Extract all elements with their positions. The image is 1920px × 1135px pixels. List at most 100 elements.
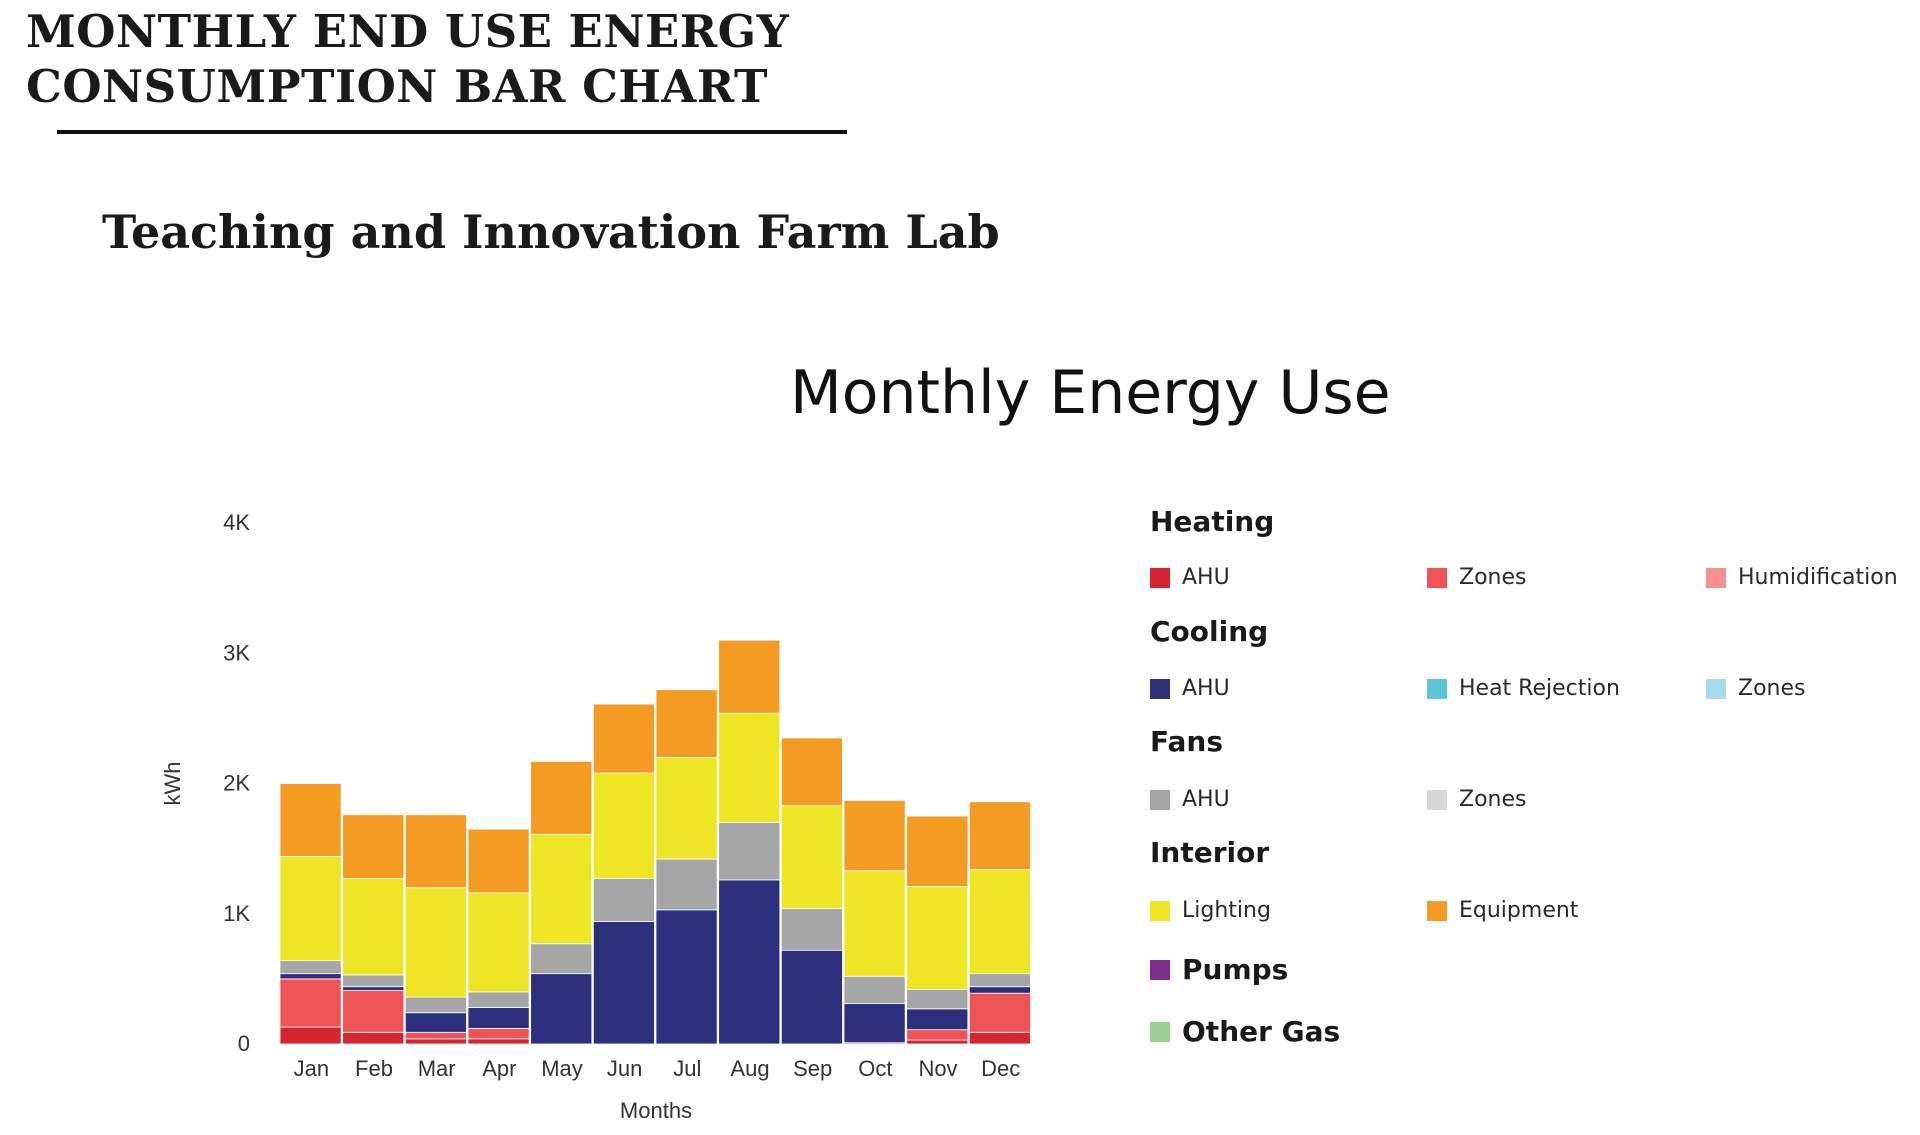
bar-segment bbox=[342, 1031, 405, 1045]
building-name: Teaching and Innovation Farm Lab bbox=[102, 205, 1000, 259]
legend-swatch-interior-equipment bbox=[1427, 900, 1447, 921]
bar-segment bbox=[530, 973, 593, 1045]
legend-item-heating-ahu: AHU bbox=[1150, 565, 1230, 590]
x-tick-label: Jun bbox=[607, 1056, 642, 1081]
bar-segment bbox=[655, 858, 718, 911]
legend-swatch-heating-zones bbox=[1427, 567, 1447, 588]
bar-segment bbox=[906, 885, 969, 990]
bar-segment bbox=[968, 801, 1031, 870]
y-tick-label: 0 bbox=[238, 1031, 250, 1056]
y-tick-label: 1K bbox=[223, 901, 250, 926]
bar-segment bbox=[279, 960, 342, 975]
bar-segment bbox=[592, 878, 655, 922]
legend-swatch-cooling-heat-rejection bbox=[1427, 678, 1447, 699]
bar-segment bbox=[718, 879, 781, 1045]
bar-segment bbox=[968, 992, 1031, 1033]
legend-group-cooling: Cooling bbox=[1150, 615, 1268, 648]
legend-item-cooling-zones: Zones bbox=[1706, 676, 1805, 701]
bar-segment bbox=[530, 760, 593, 835]
x-tick-label: Nov bbox=[918, 1056, 957, 1081]
page-heading: MONTHLY END USE ENERGY CONSUMPTION BAR C… bbox=[26, 4, 856, 114]
x-tick-label: Aug bbox=[730, 1056, 769, 1081]
x-tick-label: Jan bbox=[294, 1056, 329, 1081]
legend-group-fans: Fans bbox=[1150, 725, 1223, 758]
legend-swatch-cooling-zones bbox=[1706, 678, 1726, 699]
bar-segment bbox=[906, 1008, 969, 1031]
bar-segment bbox=[592, 772, 655, 879]
legend-swatch-interior-lighting bbox=[1150, 900, 1170, 921]
x-tick-label: Jul bbox=[673, 1056, 701, 1081]
bar-segment bbox=[279, 856, 342, 962]
legend-label-pumps: Pumps bbox=[1182, 953, 1289, 986]
bar-segment bbox=[404, 887, 467, 998]
stacked-bar-chart: 0 1K 2K 3K 4K kWh Jan Feb Mar Apr May Jun Jul Aug Sep O… bbox=[160, 510, 1031, 1123]
bar-segment bbox=[655, 909, 718, 1045]
y-tick-label: 2K bbox=[223, 771, 250, 796]
legend-group-title-cooling: Cooling bbox=[1150, 615, 1269, 648]
bar-segment bbox=[467, 991, 530, 1008]
legend-label: Heat Rejection bbox=[1459, 676, 1620, 701]
bar-segment bbox=[467, 1027, 530, 1040]
legend-swatch-fans-zones bbox=[1427, 789, 1447, 810]
legend-label: Zones bbox=[1459, 565, 1527, 590]
bar-segment bbox=[279, 1026, 342, 1045]
bar-segment bbox=[342, 974, 405, 988]
bar-segment bbox=[718, 712, 781, 823]
x-tick-label: Apr bbox=[482, 1056, 516, 1081]
legend-swatch-heating-ahu bbox=[1150, 567, 1170, 588]
bar-segment bbox=[467, 1038, 530, 1045]
bar-segment bbox=[780, 737, 843, 807]
bar-segment bbox=[342, 814, 405, 879]
bar-segment bbox=[843, 800, 906, 872]
legend-item-cooling-ahu: AHU bbox=[1150, 676, 1230, 701]
bar-segment bbox=[968, 869, 1031, 975]
legend-label: Lighting bbox=[1182, 898, 1271, 923]
x-axis-label: Months bbox=[620, 1098, 692, 1123]
bar-segment bbox=[404, 1012, 467, 1033]
bar-segment bbox=[655, 689, 718, 758]
bar-segment bbox=[404, 1038, 467, 1045]
bar-segment bbox=[467, 1007, 530, 1029]
bar-segment bbox=[592, 921, 655, 1045]
legend-label: Zones bbox=[1459, 787, 1527, 812]
y-tick-label: 3K bbox=[223, 640, 250, 665]
bar-segment bbox=[342, 990, 405, 1033]
legend-swatch-fans-ahu bbox=[1150, 789, 1170, 810]
legend-group-title-interior: Interior bbox=[1150, 836, 1270, 869]
legend-item-fans-zones: Zones bbox=[1427, 787, 1526, 812]
bar-segment bbox=[279, 978, 342, 1028]
bar-segment bbox=[404, 814, 467, 889]
legend-swatch-cooling-ahu bbox=[1150, 678, 1170, 699]
bar-segment bbox=[780, 805, 843, 909]
legend-group-title-fans: Fans bbox=[1150, 725, 1223, 758]
legend-item-pumps: Pumps bbox=[1150, 953, 1288, 986]
legend-swatch-pumps bbox=[1150, 959, 1170, 980]
x-tick-label: Dec bbox=[981, 1056, 1020, 1081]
x-tick-label: Feb bbox=[355, 1056, 393, 1081]
y-axis-label: kWh bbox=[160, 762, 185, 806]
bar-segment bbox=[655, 757, 718, 860]
bar-segment bbox=[906, 1039, 969, 1045]
legend-item-fans-ahu: AHU bbox=[1150, 787, 1230, 812]
bar-segment bbox=[404, 996, 467, 1014]
bar-segment bbox=[718, 822, 781, 881]
page-title-line-2: CONSUMPTION BAR CHART bbox=[26, 60, 768, 113]
bar-segment bbox=[404, 1031, 467, 1040]
bar-segment bbox=[530, 943, 593, 975]
bar-segment bbox=[968, 986, 1031, 994]
bar-segment bbox=[530, 833, 593, 945]
legend-item-interior-lighting: Lighting bbox=[1150, 898, 1271, 923]
legend-group-interior: Interior bbox=[1150, 836, 1269, 869]
bar-segment bbox=[467, 892, 530, 993]
bar-segment bbox=[968, 973, 1031, 988]
legend-label: Humidification bbox=[1738, 565, 1898, 590]
legend-label: Equipment bbox=[1459, 898, 1579, 923]
heading-underline bbox=[57, 130, 847, 134]
bar-segment bbox=[906, 815, 969, 887]
x-tick-label: Sep bbox=[793, 1056, 832, 1081]
legend-item-cooling-heat-rejection: Heat Rejection bbox=[1427, 676, 1620, 701]
page-title-line-1: MONTHLY END USE ENERGY bbox=[26, 5, 790, 58]
bar-segment bbox=[279, 783, 342, 857]
bar-segment bbox=[906, 1029, 969, 1041]
bar-segment bbox=[906, 988, 969, 1010]
